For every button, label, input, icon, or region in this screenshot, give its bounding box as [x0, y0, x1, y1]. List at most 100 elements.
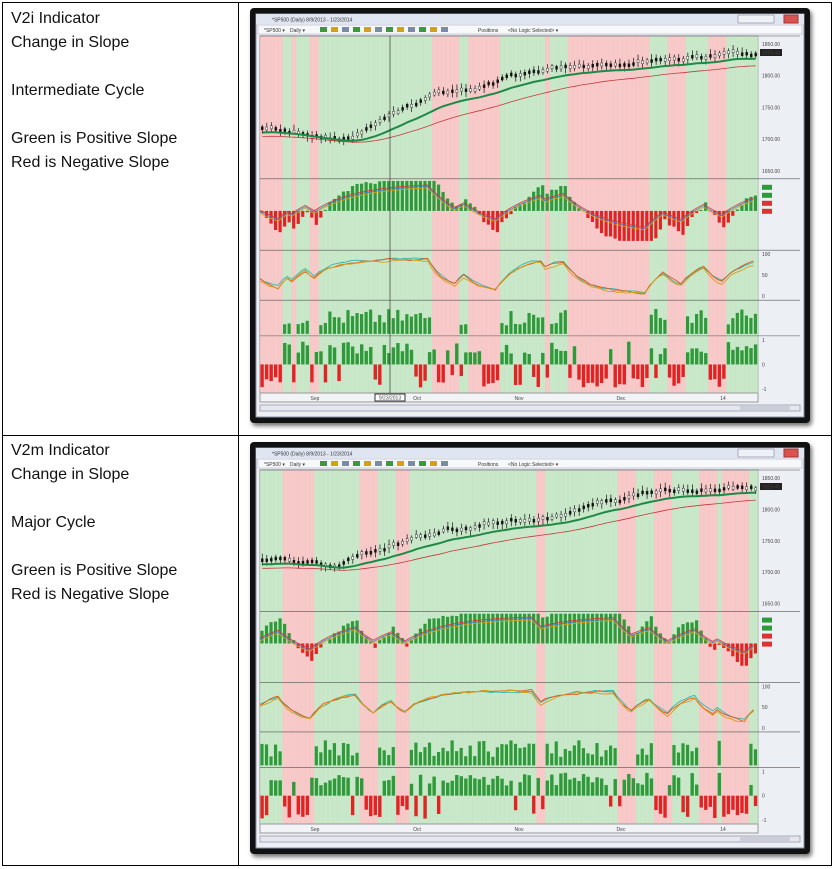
- horizontal-scrollbar: [259, 835, 801, 843]
- signal-bar: [436, 795, 441, 814]
- histogram-bar: [522, 202, 527, 211]
- slope-bar: [423, 747, 427, 766]
- histogram-bar: [473, 206, 477, 211]
- price-candle-body: [528, 517, 531, 522]
- toolbar-icon: [331, 461, 338, 466]
- histogram-bar: [509, 613, 513, 644]
- price-candle-body: [501, 76, 504, 81]
- signal-bar: [310, 364, 314, 383]
- slope-bar: [518, 748, 522, 766]
- signal-bar: [704, 795, 708, 810]
- price-candle-body: [727, 485, 730, 489]
- price-candle-body: [460, 527, 463, 532]
- toolbar-icon: [408, 461, 415, 466]
- signal-bar: [473, 352, 477, 365]
- last-price-badge: [760, 483, 782, 490]
- histogram-bar: [740, 205, 744, 211]
- slope-bar: [414, 742, 418, 766]
- slope-bar: [337, 317, 341, 334]
- price-candle-body: [546, 516, 549, 521]
- positive-slope-band: [305, 36, 311, 393]
- signal-bar: [273, 364, 278, 378]
- slope-bar: [518, 324, 522, 334]
- moving-average-red: [262, 499, 756, 571]
- positive-slope-band: [359, 36, 365, 393]
- price-candle-body: [654, 57, 658, 62]
- positive-slope-band: [454, 470, 460, 824]
- price-candle-body: [645, 59, 649, 64]
- macd-value-badge: [762, 208, 772, 214]
- histogram-bar: [550, 189, 554, 211]
- negative-slope-band: [436, 36, 442, 393]
- price-candle-body: [360, 130, 364, 135]
- histogram-bar: [654, 210, 658, 239]
- histogram-bar: [541, 617, 545, 644]
- price-candle-body: [691, 55, 694, 59]
- slope-bar: [346, 310, 350, 334]
- positive-slope-band: [681, 470, 686, 824]
- signal-bar: [441, 364, 445, 383]
- histogram-bar: [473, 613, 477, 644]
- positive-slope-band: [432, 470, 437, 824]
- stochastic-axis-tick: 0: [762, 294, 765, 300]
- slope-bar: [427, 742, 432, 766]
- signal-bar: [636, 783, 640, 796]
- price-candle-body: [713, 488, 717, 493]
- signal-bar: [595, 777, 599, 796]
- signal-bar: [613, 779, 617, 796]
- slope-bar: [577, 740, 581, 766]
- negative-slope-band: [622, 470, 628, 824]
- slope-bar: [536, 317, 540, 334]
- histogram-bar: [423, 180, 427, 211]
- price-candle-body: [673, 489, 676, 494]
- histogram-bar: [364, 637, 368, 644]
- slope-bar: [663, 319, 667, 334]
- signal-bar: [695, 784, 699, 796]
- slope-bar: [323, 322, 327, 334]
- histogram-bar: [328, 638, 332, 644]
- negative-slope-band: [653, 470, 659, 824]
- signal-bar: [446, 782, 450, 796]
- histogram-bar: [436, 184, 441, 211]
- price-candle-body: [460, 87, 463, 92]
- positive-slope-band: [563, 470, 569, 824]
- price-candle-body: [310, 559, 314, 564]
- slope-bar: [468, 745, 472, 766]
- price-candle-body: [496, 521, 499, 525]
- histogram-bar: [432, 618, 436, 644]
- signal-bar: [676, 364, 681, 384]
- histogram-bar: [649, 210, 653, 241]
- price-candle-body: [609, 498, 613, 502]
- histogram-bar: [278, 210, 282, 233]
- stochastic-axis-tick: 50: [762, 273, 768, 279]
- slope-bar: [581, 748, 586, 766]
- negative-slope-band: [359, 470, 365, 824]
- histogram-bar: [423, 623, 427, 644]
- slope-bar: [305, 320, 309, 334]
- histogram-bar: [328, 202, 332, 211]
- date-axis-label: Oct: [413, 827, 421, 833]
- histogram-bar: [323, 209, 327, 211]
- indicator-title: V2i Indicator: [11, 10, 100, 27]
- price-candle-body: [532, 69, 536, 74]
- slope-bar: [346, 743, 350, 766]
- price-candle-body: [673, 56, 676, 61]
- positive-slope-band: [368, 36, 374, 393]
- slope-bar: [685, 744, 690, 766]
- price-candle-body: [709, 54, 712, 58]
- price-candle-body: [519, 519, 522, 523]
- slope-bar: [500, 744, 504, 766]
- stochastic-axis-tick: 100: [762, 684, 771, 690]
- price-candle-body: [605, 499, 608, 503]
- slope-bar: [649, 314, 653, 334]
- price-candle-body: [469, 88, 472, 92]
- price-candle-body: [564, 513, 567, 517]
- price-candle-body: [650, 59, 653, 63]
- price-axis-tick: 1700.00: [762, 570, 780, 576]
- price-candle-body: [618, 63, 622, 68]
- cycle-label: Major Cycle: [11, 514, 96, 531]
- positive-slope-band: [391, 470, 397, 824]
- signal-bar: [260, 795, 264, 819]
- histogram-bar: [717, 210, 721, 223]
- signal-bar: [441, 780, 445, 796]
